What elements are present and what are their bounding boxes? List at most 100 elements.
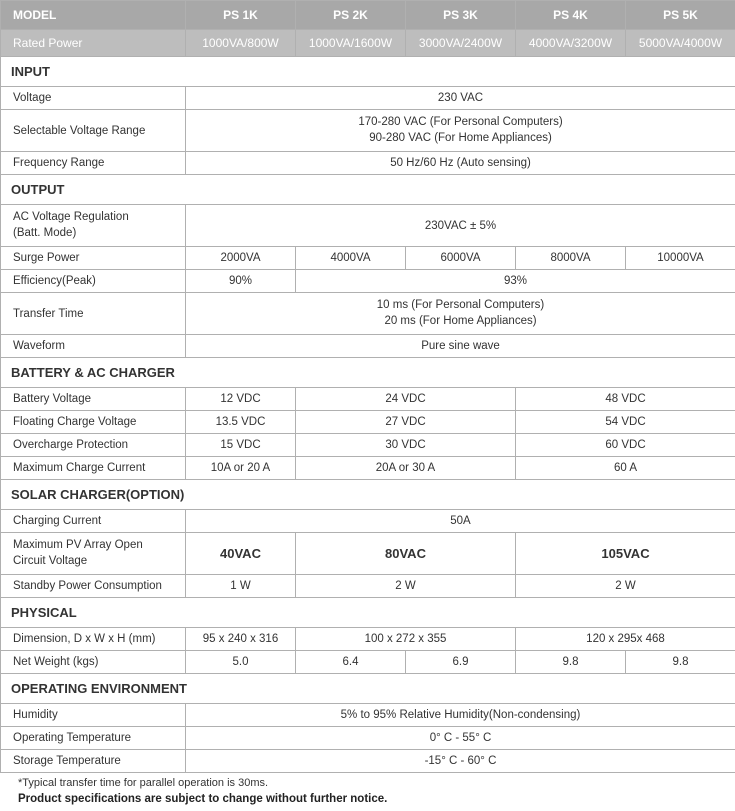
- row-charging: Charging Current 50A: [1, 510, 735, 533]
- row-weight: Net Weight (kgs) 5.0 6.4 6.9 9.8 9.8: [1, 651, 735, 674]
- ac-reg-label: AC Voltage Regulation (Batt. Mode): [1, 205, 186, 247]
- ac-reg-label-1: AC Voltage Regulation: [13, 210, 177, 226]
- ac-reg-label-2: (Batt. Mode): [13, 226, 177, 242]
- pv-val: 40VAC: [186, 533, 296, 575]
- section-title: BATTERY & AC CHARGER: [1, 358, 735, 388]
- model-col: PS 4K: [516, 1, 626, 30]
- dim-val: 120 x 295x 468: [516, 628, 735, 651]
- humidity-label: Humidity: [1, 704, 186, 727]
- pv-label: Maximum PV Array Open Circuit Voltage: [1, 533, 186, 575]
- spec-table: MODEL PS 1K PS 2K PS 3K PS 4K PS 5K Rate…: [0, 0, 735, 773]
- transfer-value: 10 ms (For Personal Computers) 20 ms (Fo…: [186, 293, 735, 335]
- transfer-label: Transfer Time: [1, 293, 186, 335]
- row-max-charge: Maximum Charge Current 10A or 20 A 20A o…: [1, 457, 735, 480]
- row-over: Overcharge Protection 15 VDC 30 VDC 60 V…: [1, 434, 735, 457]
- rated-power-val: 1000VA/1600W: [296, 30, 406, 57]
- charging-label: Charging Current: [1, 510, 186, 533]
- footnote-1: *Typical transfer time for parallel oper…: [0, 773, 735, 791]
- section-title: PHYSICAL: [1, 598, 735, 628]
- row-freq: Frequency Range 50 Hz/60 Hz (Auto sensin…: [1, 152, 735, 175]
- row-op-temp: Operating Temperature 0° C - 55° C: [1, 727, 735, 750]
- op-temp-value: 0° C - 55° C: [186, 727, 735, 750]
- section-title: INPUT: [1, 57, 735, 87]
- rated-power-label: Rated Power: [1, 30, 186, 57]
- voltage-value: 230 VAC: [186, 87, 735, 110]
- dim-val: 100 x 272 x 355: [296, 628, 516, 651]
- batt-voltage-label: Battery Voltage: [1, 388, 186, 411]
- rated-power-val: 5000VA/4000W: [626, 30, 735, 57]
- rated-power-val: 1000VA/800W: [186, 30, 296, 57]
- over-label: Overcharge Protection: [1, 434, 186, 457]
- surge-val: 2000VA: [186, 247, 296, 270]
- surge-val: 8000VA: [516, 247, 626, 270]
- eff-label: Efficiency(Peak): [1, 270, 186, 293]
- batt-voltage-val: 48 VDC: [516, 388, 735, 411]
- float-label: Floating Charge Voltage: [1, 411, 186, 434]
- row-sel-range: Selectable Voltage Range 170-280 VAC (Fo…: [1, 110, 735, 152]
- model-col: PS 5K: [626, 1, 735, 30]
- op-temp-label: Operating Temperature: [1, 727, 186, 750]
- humidity-value: 5% to 95% Relative Humidity(Non-condensi…: [186, 704, 735, 727]
- footnote-2: Product specifications are subject to ch…: [0, 791, 735, 811]
- surge-val: 10000VA: [626, 247, 735, 270]
- max-charge-val: 20A or 30 A: [296, 457, 516, 480]
- over-val: 30 VDC: [296, 434, 516, 457]
- store-temp-label: Storage Temperature: [1, 750, 186, 773]
- section-title: OUTPUT: [1, 175, 735, 205]
- row-transfer: Transfer Time 10 ms (For Personal Comput…: [1, 293, 735, 335]
- section-physical: PHYSICAL: [1, 598, 735, 628]
- transfer-line1: 10 ms (For Personal Computers): [194, 298, 727, 314]
- max-charge-val: 10A or 20 A: [186, 457, 296, 480]
- batt-voltage-val: 12 VDC: [186, 388, 296, 411]
- row-standby: Standby Power Consumption 1 W 2 W 2 W: [1, 575, 735, 598]
- pv-label-1: Maximum PV Array Open: [13, 538, 177, 554]
- model-col: PS 2K: [296, 1, 406, 30]
- dim-val: 95 x 240 x 316: [186, 628, 296, 651]
- charging-value: 50A: [186, 510, 735, 533]
- row-dim: Dimension, D x W x H (mm) 95 x 240 x 316…: [1, 628, 735, 651]
- pv-val: 80VAC: [296, 533, 516, 575]
- rated-power-val: 4000VA/3200W: [516, 30, 626, 57]
- row-ac-reg: AC Voltage Regulation (Batt. Mode) 230VA…: [1, 205, 735, 247]
- standby-val: 2 W: [296, 575, 516, 598]
- rated-power-val: 3000VA/2400W: [406, 30, 516, 57]
- row-batt-voltage: Battery Voltage 12 VDC 24 VDC 48 VDC: [1, 388, 735, 411]
- store-temp-value: -15° C - 60° C: [186, 750, 735, 773]
- freq-value: 50 Hz/60 Hz (Auto sensing): [186, 152, 735, 175]
- row-eff: Efficiency(Peak) 90% 93%: [1, 270, 735, 293]
- row-humidity: Humidity 5% to 95% Relative Humidity(Non…: [1, 704, 735, 727]
- weight-val: 6.9: [406, 651, 516, 674]
- sel-range-line1: 170-280 VAC (For Personal Computers): [194, 115, 727, 131]
- dim-label: Dimension, D x W x H (mm): [1, 628, 186, 651]
- sel-range-label: Selectable Voltage Range: [1, 110, 186, 152]
- row-store-temp: Storage Temperature -15° C - 60° C: [1, 750, 735, 773]
- weight-val: 5.0: [186, 651, 296, 674]
- row-float: Floating Charge Voltage 13.5 VDC 27 VDC …: [1, 411, 735, 434]
- section-env: OPERATING ENVIRONMENT: [1, 674, 735, 704]
- weight-label: Net Weight (kgs): [1, 651, 186, 674]
- surge-val: 6000VA: [406, 247, 516, 270]
- freq-label: Frequency Range: [1, 152, 186, 175]
- section-title: OPERATING ENVIRONMENT: [1, 674, 735, 704]
- row-voltage: Voltage 230 VAC: [1, 87, 735, 110]
- surge-val: 4000VA: [296, 247, 406, 270]
- header-row-rated: Rated Power 1000VA/800W 1000VA/1600W 300…: [1, 30, 735, 57]
- model-label: MODEL: [1, 1, 186, 30]
- section-battery: BATTERY & AC CHARGER: [1, 358, 735, 388]
- weight-val: 9.8: [516, 651, 626, 674]
- section-input: INPUT: [1, 57, 735, 87]
- standby-val: 2 W: [516, 575, 735, 598]
- eff-val: 90%: [186, 270, 296, 293]
- row-waveform: Waveform Pure sine wave: [1, 335, 735, 358]
- section-solar: SOLAR CHARGER(OPTION): [1, 480, 735, 510]
- eff-val: 93%: [296, 270, 735, 293]
- section-output: OUTPUT: [1, 175, 735, 205]
- model-col: PS 1K: [186, 1, 296, 30]
- waveform-value: Pure sine wave: [186, 335, 735, 358]
- over-val: 60 VDC: [516, 434, 735, 457]
- sel-range-line2: 90-280 VAC (For Home Appliances): [194, 131, 727, 147]
- row-surge: Surge Power 2000VA 4000VA 6000VA 8000VA …: [1, 247, 735, 270]
- surge-label: Surge Power: [1, 247, 186, 270]
- pv-label-2: Circuit Voltage: [13, 554, 177, 570]
- waveform-label: Waveform: [1, 335, 186, 358]
